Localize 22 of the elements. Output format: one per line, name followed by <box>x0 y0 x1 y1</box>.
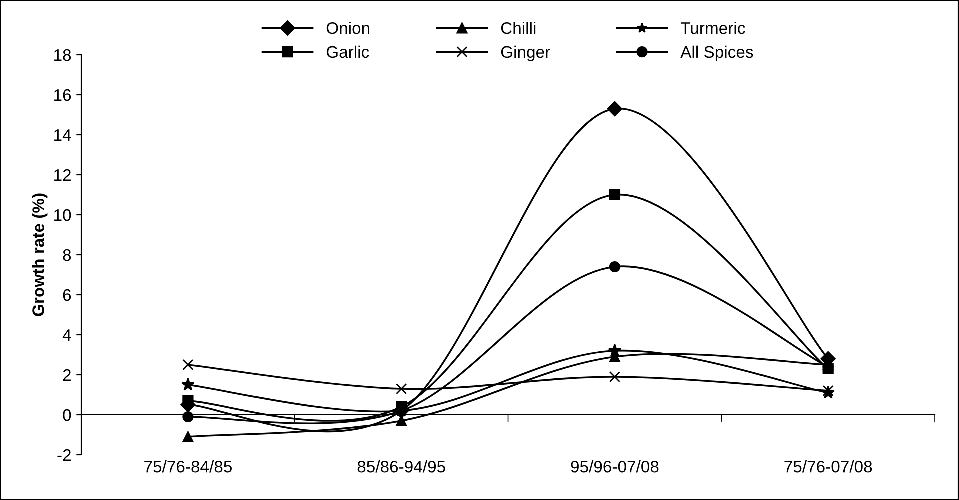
legend-label: Chilli <box>501 22 536 34</box>
legend-label: Ginger <box>501 46 550 62</box>
y-tick-label: 16 <box>54 89 72 102</box>
x-tick-label: 75/76-84/85 <box>144 460 232 473</box>
y-axis-title: Growth rate (%) <box>32 194 48 316</box>
y-tick-label: 6 <box>63 289 72 302</box>
y-tick-label: 12 <box>54 169 71 182</box>
x-tick-label: 75/76-07/08 <box>784 460 872 473</box>
y-tick-label: 10 <box>54 209 72 222</box>
x-tick-label: 85/86-94/95 <box>358 460 446 473</box>
y-tick-label: 14 <box>54 130 72 142</box>
y-tick-label: 4 <box>62 330 72 342</box>
y-tick-label: 0 <box>63 409 72 422</box>
y-tick-label: 8 <box>63 249 72 262</box>
legend-label: Turmeric <box>680 22 746 34</box>
y-tick-label: -2 <box>58 449 71 462</box>
x-tick-label: 95/96-07/08 <box>571 460 659 473</box>
legend-label: All Spices <box>680 46 754 62</box>
y-tick-label: 18 <box>54 49 72 62</box>
legend-label: Garlic <box>326 46 370 58</box>
legend-label: Onion <box>326 22 370 34</box>
y-tick-label: 2 <box>63 369 71 382</box>
